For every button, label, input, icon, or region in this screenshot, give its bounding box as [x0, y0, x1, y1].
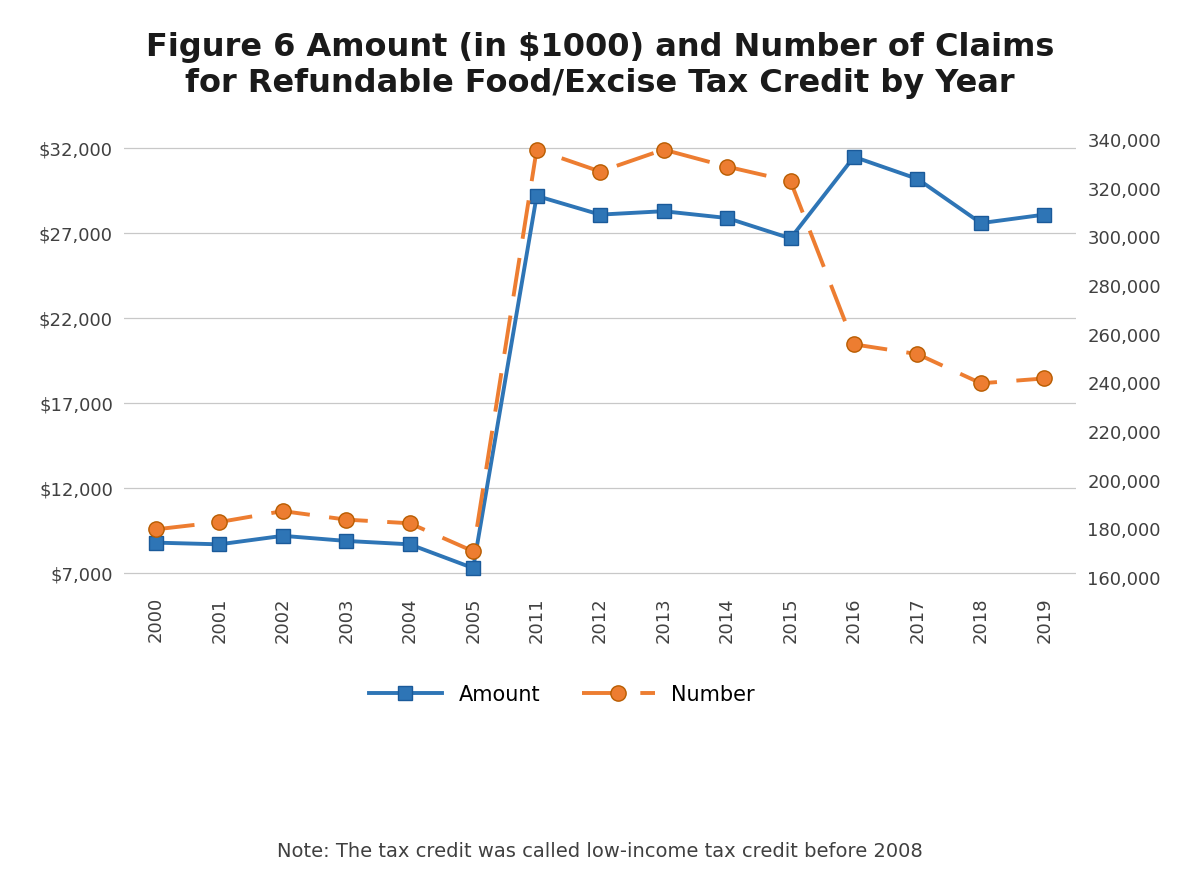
Amount [466, 563, 480, 573]
Amount [276, 531, 290, 541]
Number [784, 176, 798, 186]
Number [466, 546, 480, 557]
Amount [1037, 210, 1051, 220]
Line: Number: Number [149, 142, 1052, 558]
Amount [340, 536, 354, 546]
Line: Amount: Amount [149, 149, 1051, 575]
Number [276, 506, 290, 517]
Number [973, 378, 988, 389]
Number [1037, 373, 1051, 384]
Amount [656, 206, 671, 217]
Legend: Amount, Number: Amount, Number [361, 676, 763, 713]
Number [402, 518, 416, 529]
Amount [593, 210, 607, 220]
Amount [973, 218, 988, 228]
Amount [212, 539, 227, 550]
Amount [529, 191, 544, 201]
Amount [847, 151, 862, 162]
Amount [720, 212, 734, 223]
Number [212, 517, 227, 527]
Number [656, 144, 671, 155]
Title: Figure 6 Amount (in $1000) and Number of Claims
for Refundable Food/Excise Tax C: Figure 6 Amount (in $1000) and Number of… [146, 32, 1055, 100]
Amount [149, 538, 163, 548]
Number [529, 144, 544, 155]
Number [340, 515, 354, 525]
Text: Note: The tax credit was called low-income tax credit before 2008: Note: The tax credit was called low-inco… [277, 842, 923, 861]
Amount [784, 233, 798, 244]
Number [593, 166, 607, 177]
Amount [402, 539, 416, 550]
Number [720, 162, 734, 172]
Amount [911, 174, 925, 184]
Number [911, 349, 925, 359]
Number [149, 524, 163, 535]
Number [847, 339, 862, 350]
